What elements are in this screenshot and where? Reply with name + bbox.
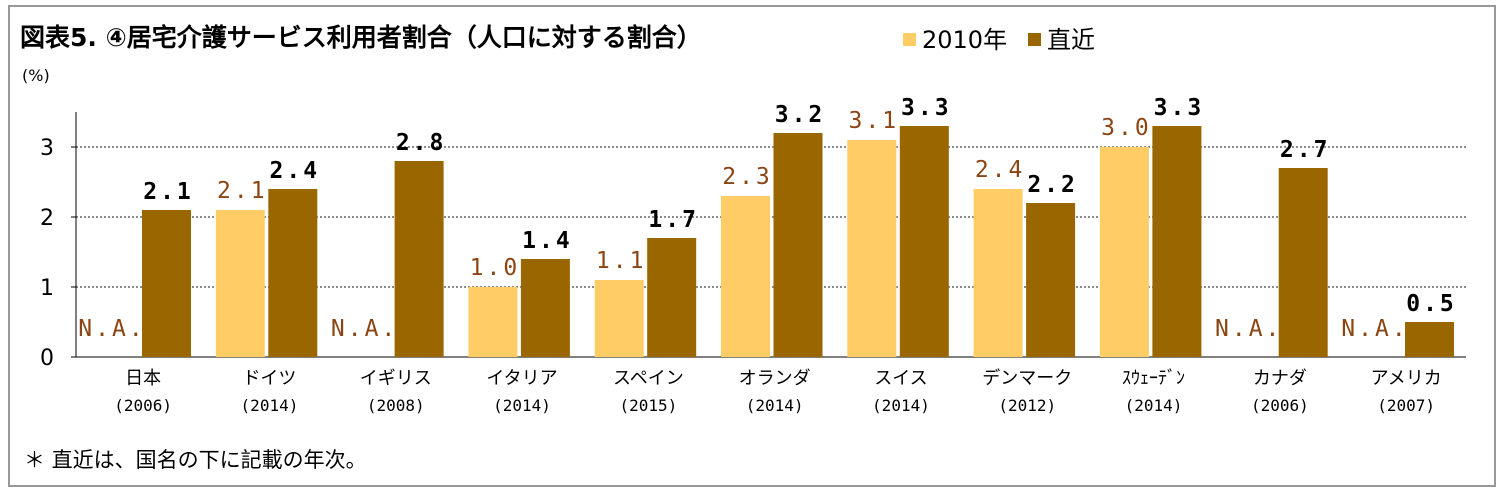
data-label-latest: 2.7 [1280, 137, 1331, 163]
legend-item-2010: 2010年 [903, 20, 1007, 55]
data-label-latest: 3.2 [775, 102, 826, 128]
bar-2010 [594, 280, 644, 357]
data-label-2010: 1.0 [470, 255, 521, 281]
y-tick-label: 1 [40, 276, 54, 301]
bar-2010 [973, 189, 1023, 357]
legend-label-2010: 2010年 [922, 26, 1008, 54]
x-category-year: (2014) [493, 396, 551, 415]
data-label-2010: 3.0 [1101, 115, 1152, 141]
x-category-year: (2015) [619, 396, 677, 415]
bar-2010 [468, 287, 518, 357]
y-tick-label: 3 [40, 136, 54, 161]
x-category-year: (2014) [746, 396, 804, 415]
data-label-2010: 1.1 [596, 248, 647, 274]
data-label-latest: 2.4 [270, 158, 321, 184]
x-category-year: (2007) [1377, 396, 1435, 415]
footnote: ＊ 直近は、国名の下に記載の年次。 [24, 448, 367, 472]
x-category-label: アメリカ [1371, 368, 1442, 389]
legend-label-latest: 直近 [1047, 26, 1095, 54]
chart-title: 図表5. ④居宅介護サービス利用者割合（人口に対する割合） [20, 23, 702, 52]
data-label-latest: 1.4 [522, 228, 573, 254]
bar-latest [268, 189, 318, 357]
legend-swatch-latest [1028, 33, 1041, 46]
x-category-year: (2006) [114, 396, 172, 415]
bar-latest [1278, 168, 1328, 357]
x-category-label: オランダ [739, 368, 811, 389]
x-category-label: ドイツ [242, 368, 296, 389]
y-axis-unit-label: (%) [22, 66, 50, 85]
data-label-2010: 2.4 [975, 157, 1026, 183]
x-category-year: (2006) [1251, 396, 1309, 415]
y-tick-label: 0 [40, 346, 54, 371]
data-label-2010: 2.3 [722, 164, 773, 190]
na-label: N.A. [1215, 316, 1282, 342]
x-category-label: スペイン [613, 368, 684, 389]
x-category-label: カナダ [1253, 368, 1307, 389]
x-category-year: (2008) [367, 396, 425, 415]
bar-latest [647, 238, 697, 357]
x-category-label: イタリア [486, 368, 557, 389]
legend-swatch-2010 [903, 33, 916, 46]
na-label: N.A. [1341, 316, 1408, 342]
bar-latest [1026, 203, 1076, 357]
bar-2010 [215, 210, 265, 357]
data-label-latest: 2.2 [1027, 172, 1078, 198]
bar-latest [773, 133, 823, 357]
bar-latest [520, 259, 570, 357]
data-label-2010: 2.1 [217, 178, 268, 204]
data-label-2010: 3.1 [849, 108, 900, 134]
data-label-latest: 1.7 [648, 207, 699, 233]
data-label-latest: 3.3 [901, 95, 952, 121]
data-label-latest: 0.5 [1406, 291, 1457, 317]
data-label-latest: 2.1 [143, 179, 194, 205]
legend-item-latest: 直近 [1028, 20, 1095, 55]
data-label-latest: 2.8 [396, 130, 447, 156]
x-category-label: デンマーク [982, 368, 1072, 389]
x-category-label: ｽｳｪｰﾃﾞﾝ [1122, 368, 1185, 389]
x-category-year: (2012) [998, 396, 1056, 415]
x-category-year: (2014) [872, 396, 930, 415]
na-label: N.A. [78, 316, 145, 342]
x-category-year: (2014) [1125, 396, 1183, 415]
x-category-label: 日本 [125, 368, 161, 389]
na-label: N.A. [331, 316, 398, 342]
bar-latest [142, 210, 191, 357]
bar-2010 [1099, 147, 1149, 357]
bar-latest [899, 126, 949, 357]
bar-latest [1405, 322, 1454, 357]
bar-2010 [847, 140, 897, 357]
y-tick-label: 2 [40, 206, 54, 231]
x-category-label: スイス [874, 368, 927, 389]
data-label-latest: 3.3 [1154, 95, 1205, 121]
bar-latest [394, 161, 444, 357]
bar-2010 [721, 196, 770, 357]
bar-latest [1152, 126, 1202, 357]
x-category-label: イギリス [360, 368, 432, 389]
x-category-year: (2014) [241, 396, 299, 415]
